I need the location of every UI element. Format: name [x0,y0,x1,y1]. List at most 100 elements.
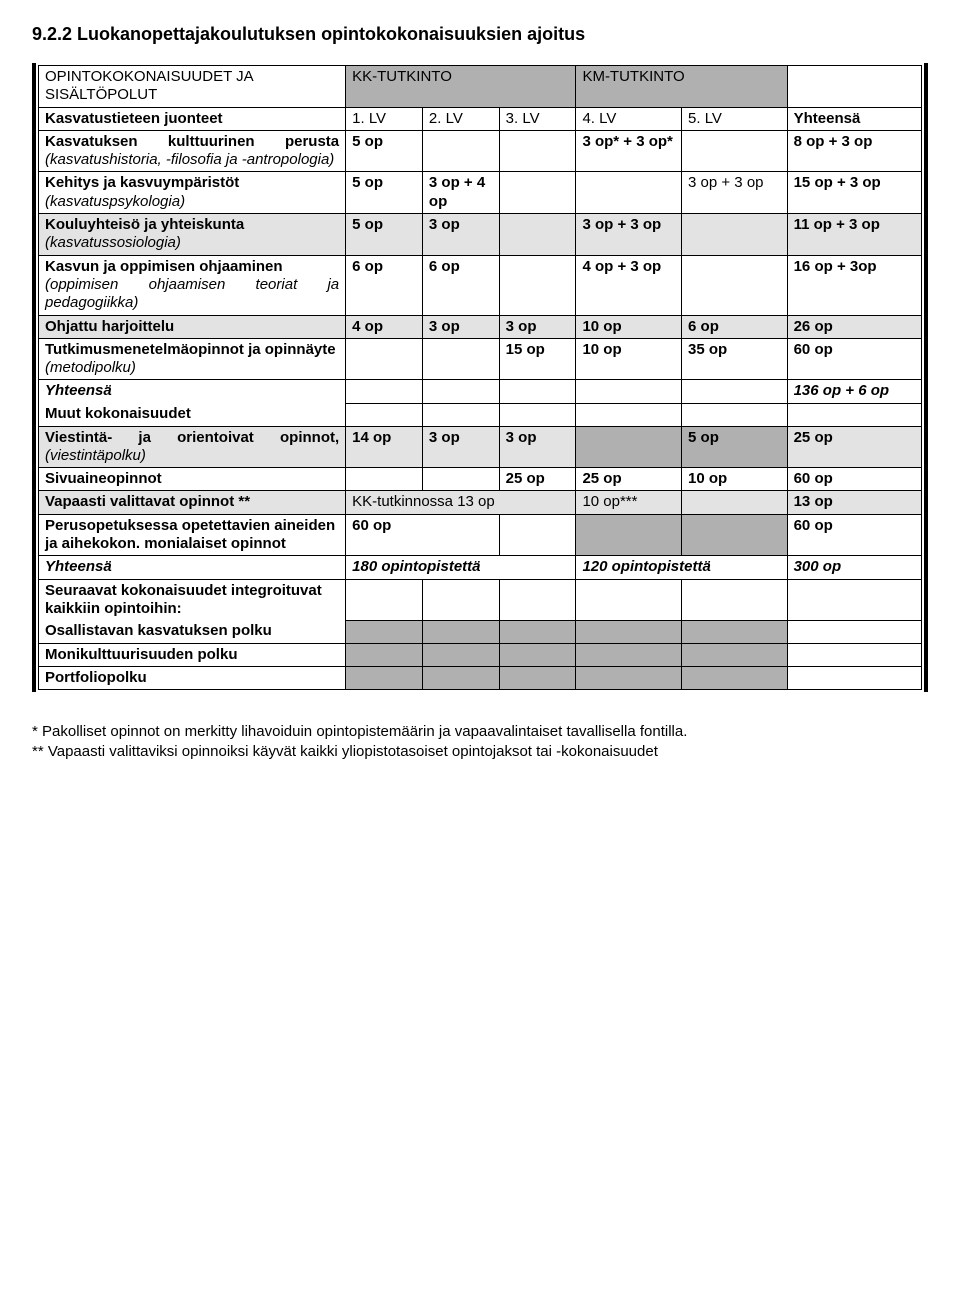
cell: 60 op [787,338,921,380]
cell [499,514,576,556]
cell: 5 op [346,214,423,256]
cell: 8 op + 3 op [787,130,921,172]
hdr-5lv: 5. LV [682,107,788,130]
cell: 25 op [576,468,682,491]
cell [499,620,576,643]
header-row-1: OPINTOKOKONAISUUDET JA SISÄLTÖPOLUT KK-T… [39,66,922,108]
cell [787,620,921,643]
cell-label: Kehitys ja kasvuympäristöt (kasvatuspsyk… [39,172,346,214]
cell: KK-tutkinnossa 13 op [346,491,576,514]
row-moni: Monikulttuurisuuden polku [39,643,922,666]
cell: 14 op [346,426,423,468]
cell: 3 op [422,214,499,256]
cell-label: Tutkimusmenetelmäopinnot ja opinnäyte (m… [39,338,346,380]
row-sivuaine: Sivuaineopinnot 25 op 25 op 10 op 60 op [39,468,922,491]
cell [576,426,682,468]
cell [499,214,576,256]
cell [499,666,576,689]
cell [346,666,423,689]
cell [499,643,576,666]
cell: 16 op + 3op [787,255,921,315]
row-kehitys: Kehitys ja kasvuympäristöt (kasvatuspsyk… [39,172,922,214]
cell [422,620,499,643]
cell [682,579,788,620]
cell [346,579,423,620]
cell [346,468,423,491]
cell: 6 op [422,255,499,315]
cell [787,579,921,620]
hdr-empty [787,66,921,108]
cell [422,514,499,556]
cell: 10 op [682,468,788,491]
hdr-juonteet: Kasvatustieteen juonteet [39,107,346,130]
cell [499,403,576,426]
cell-label: Kouluyhteisö ja yhteiskunta (kasvatussos… [39,214,346,256]
cell: 60 op [787,514,921,556]
cell [682,514,788,556]
cell: 26 op [787,315,921,338]
hdr-2lv: 2. LV [422,107,499,130]
cell [499,579,576,620]
cell [682,666,788,689]
cell: 120 opintopistettä [576,556,787,579]
cell [422,468,499,491]
footnotes: * Pakolliset opinnot on merkitty lihavoi… [32,722,928,763]
cell [787,403,921,426]
cell: 10 op*** [576,491,682,514]
cell: 3 op + 4 op [422,172,499,214]
cell-label: Viestintä- ja orientoivat opinnot, (vies… [39,426,346,468]
cell-label: Yhteensä [39,380,346,403]
cell [422,579,499,620]
cell [346,620,423,643]
row-vapaa: Vapaasti valittavat opinnot ** KK-tutkin… [39,491,922,514]
cell [787,643,921,666]
cell: 3 op* + 3 op* [576,130,682,172]
row-muut: Muut kokonaisuudet [39,403,922,426]
cell: 10 op [576,338,682,380]
cell-label: Perusopetuksessa opetettavien aineiden j… [39,514,346,556]
cell [682,214,788,256]
cell [499,380,576,403]
cell [422,130,499,172]
cell: 3 op + 3 op [576,214,682,256]
cell: 13 op [787,491,921,514]
cell-label: Seuraavat kokonaisuudet integroituvat ka… [39,579,346,620]
row-tutkimus: Tutkimusmenetelmäopinnot ja opinnäyte (m… [39,338,922,380]
cell-label: Kasvun ja oppimisen ohjaaminen(oppimisen… [39,255,346,315]
cell-label: Kasvatuksen kulttuurinen perusta (kasvat… [39,130,346,172]
table-frame: OPINTOKOKONAISUUDET JA SISÄLTÖPOLUT KK-T… [32,63,928,692]
cell-label: Sivuaineopinnot [39,468,346,491]
cell [682,643,788,666]
cell [576,380,682,403]
hdr-yht: Yhteensä [787,107,921,130]
cell [346,403,423,426]
hdr-kk: KK-TUTKINTO [346,66,576,108]
footnote-b: ** Vapaasti valittaviksi opinnoiksi käyv… [32,742,928,762]
hdr-opinto: OPINTOKOKONAISUUDET JA SISÄLTÖPOLUT [39,66,346,108]
cell: 3 op [499,426,576,468]
section-title: 9.2.2 Luokanopettajakoulutuksen opintoko… [32,24,928,45]
cell: 11 op + 3 op [787,214,921,256]
cell [346,338,423,380]
cell: 3 op + 3 op [682,172,788,214]
row-ohjattu: Ohjattu harjoittelu 4 op 3 op 3 op 10 op… [39,315,922,338]
cell [682,491,788,514]
cell [682,130,788,172]
cell: 4 op [346,315,423,338]
cell-label: Vapaasti valittavat opinnot ** [39,491,346,514]
cell [346,380,423,403]
row-port: Portfoliopolku [39,666,922,689]
cell: 5 op [682,426,788,468]
curriculum-table: OPINTOKOKONAISUUDET JA SISÄLTÖPOLUT KK-T… [38,65,922,690]
cell [576,666,682,689]
cell-label: Portfoliopolku [39,666,346,689]
cell: 6 op [682,315,788,338]
cell: 60 op [346,514,423,556]
cell: 136 op + 6 op [787,380,921,403]
cell [682,620,788,643]
row-seuraavat: Seuraavat kokonaisuudet integroituvat ka… [39,579,922,620]
row-viestinta: Viestintä- ja orientoivat opinnot, (vies… [39,426,922,468]
cell [576,172,682,214]
cell [499,255,576,315]
cell: 25 op [499,468,576,491]
